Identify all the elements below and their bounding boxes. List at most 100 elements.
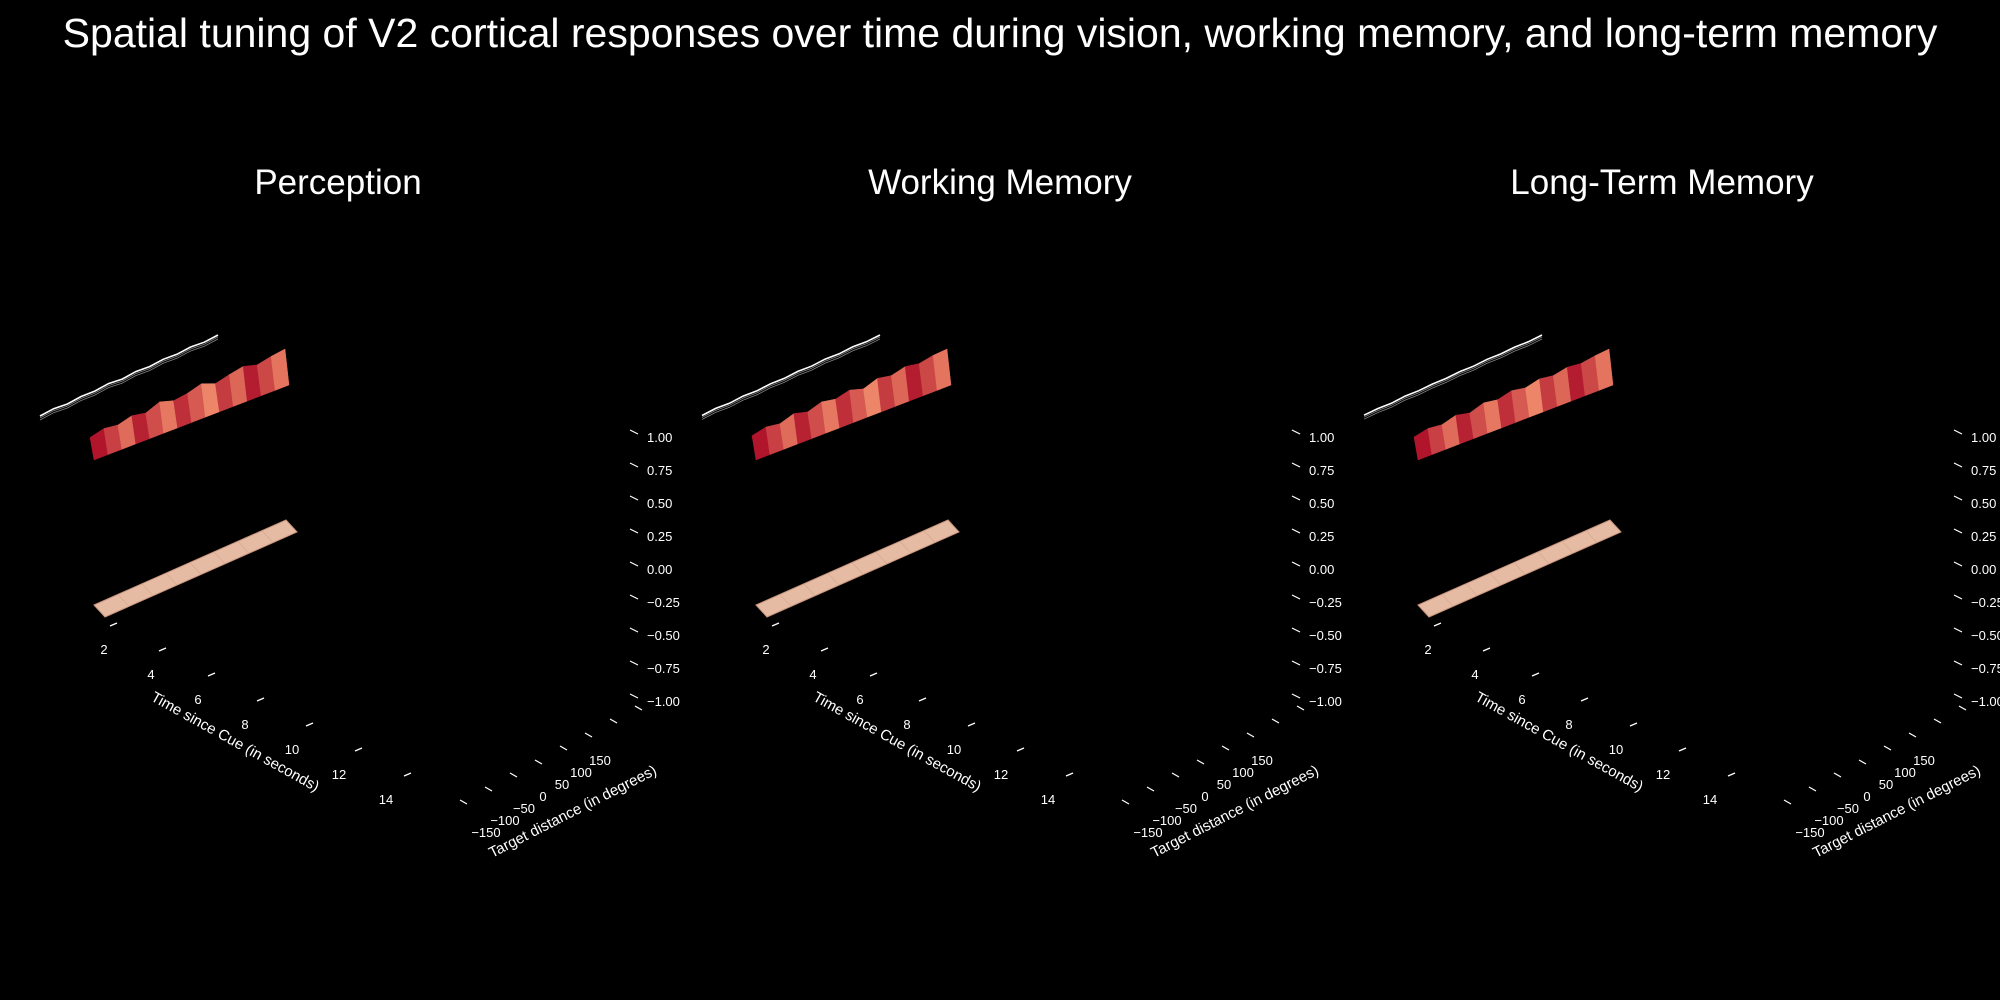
y-tick-mark	[634, 705, 643, 711]
x-tick-mark	[109, 622, 118, 627]
y-tick-label: −100	[1152, 813, 1181, 828]
z-tick-label: 1.00	[1971, 430, 1996, 445]
y-tick-mark	[1271, 718, 1280, 724]
y-tick-mark	[459, 799, 468, 805]
y-tick-label: 0	[1863, 789, 1870, 804]
z-tick-label: −0.75	[1971, 661, 2000, 676]
floor-grid-line	[1441, 594, 1454, 607]
floor-grid-line	[1561, 541, 1574, 554]
z-tick-mark	[629, 627, 639, 633]
contour-line	[39, 334, 219, 417]
z-tick-mark	[1291, 660, 1301, 666]
z-tick-label: 0.25	[1309, 529, 1334, 544]
contour-line	[701, 338, 881, 420]
z-tick-label: 0.75	[1309, 463, 1334, 478]
x-tick-label: 10	[285, 742, 299, 757]
y-tick-label: −150	[1795, 825, 1824, 840]
y-tick-mark	[509, 772, 518, 778]
z-tick-mark	[629, 693, 639, 699]
y-tick-label: 0	[539, 789, 546, 804]
z-tick-mark	[629, 495, 639, 501]
floor-grid-line	[899, 541, 912, 554]
x-tick-mark	[1678, 747, 1687, 752]
z-tick-label: 0.75	[1971, 463, 1996, 478]
floor-grid-line	[923, 530, 936, 543]
y-tick-mark	[1246, 732, 1255, 738]
floor-grid-line	[1537, 551, 1550, 565]
y-tick-mark	[1221, 745, 1230, 751]
floor-grid-line	[1489, 572, 1502, 586]
z-tick-mark	[1291, 627, 1301, 633]
contour-line	[701, 336, 881, 418]
floor-grid-line	[189, 562, 202, 575]
x-tick-label: 10	[1609, 742, 1623, 757]
x-tick-mark	[1531, 672, 1540, 677]
y-tick-mark	[584, 732, 593, 738]
x-tick-label: 12	[1656, 767, 1670, 782]
y-tick-label: −150	[1133, 825, 1162, 840]
z-tick-mark	[1953, 627, 1963, 633]
z-tick-label: 0.50	[1309, 496, 1334, 511]
x-tick-label: 2	[1424, 642, 1431, 657]
z-tick-label: −0.25	[1971, 595, 2000, 610]
y-tick-label: 100	[1232, 765, 1254, 780]
x-tick-mark	[354, 747, 363, 752]
y-tick-mark	[609, 718, 618, 724]
y-tick-mark	[1808, 786, 1817, 792]
x-tick-label: 12	[332, 767, 346, 782]
z-tick-mark	[1953, 429, 1963, 435]
floor-grid-line	[117, 594, 130, 607]
figure-title: Spatial tuning of V2 cortical responses …	[62, 10, 1938, 56]
x-tick-label: 10	[947, 742, 961, 757]
z-tick-label: 0.00	[647, 562, 672, 577]
z-tick-mark	[629, 429, 639, 435]
y-tick-label: −100	[1814, 813, 1843, 828]
x-tick-label: 14	[379, 792, 393, 807]
panel-title: Long-Term Memory	[1510, 163, 1814, 202]
y-tick-label: 50	[1217, 777, 1231, 792]
floor-grid-line	[1465, 583, 1478, 596]
floor-grid-line	[827, 572, 840, 586]
x-tick-label: 8	[1565, 717, 1572, 732]
x-tick-mark	[869, 672, 878, 677]
y-tick-mark	[1908, 732, 1917, 738]
z-tick-mark	[1291, 495, 1301, 501]
z-tick-label: 0.50	[1971, 496, 1996, 511]
z-tick-label: −0.75	[1309, 661, 1342, 676]
x-tick-label: 8	[241, 717, 248, 732]
panel-title: Perception	[254, 163, 421, 202]
y-tick-label: −150	[471, 825, 500, 840]
y-tick-mark	[1121, 799, 1130, 805]
x-tick-mark	[820, 647, 829, 652]
z-tick-label: 0.25	[647, 529, 672, 544]
x-tick-mark	[256, 697, 265, 702]
y-tick-mark	[1171, 772, 1180, 778]
y-tick-mark	[1833, 772, 1842, 778]
contour-line	[39, 336, 219, 419]
z-tick-label: 0.00	[1971, 562, 1996, 577]
x-tick-mark	[158, 647, 167, 652]
y-tick-label: 150	[1251, 753, 1273, 768]
z-tick-mark	[1953, 495, 1963, 501]
x-tick-mark	[403, 772, 412, 777]
y-tick-mark	[1296, 705, 1305, 711]
z-tick-mark	[1953, 528, 1963, 534]
x-tick-mark	[771, 622, 780, 627]
y-tick-label: −100	[490, 813, 519, 828]
surface-facet	[270, 348, 290, 391]
z-tick-mark	[629, 528, 639, 534]
y-tick-label: 50	[1879, 777, 1893, 792]
z-tick-mark	[1953, 660, 1963, 666]
x-tick-label: 2	[762, 642, 769, 657]
x-tick-label: 6	[1518, 692, 1525, 707]
z-tick-label: −1.00	[1971, 694, 2000, 709]
floor-grid-line	[803, 583, 816, 596]
floor-grid-line	[165, 572, 178, 586]
y-tick-mark	[1783, 799, 1792, 805]
y-tick-label: 100	[570, 765, 592, 780]
y-tick-mark	[1883, 745, 1892, 751]
x-tick-label: 6	[856, 692, 863, 707]
floor-grid-line	[261, 530, 274, 543]
